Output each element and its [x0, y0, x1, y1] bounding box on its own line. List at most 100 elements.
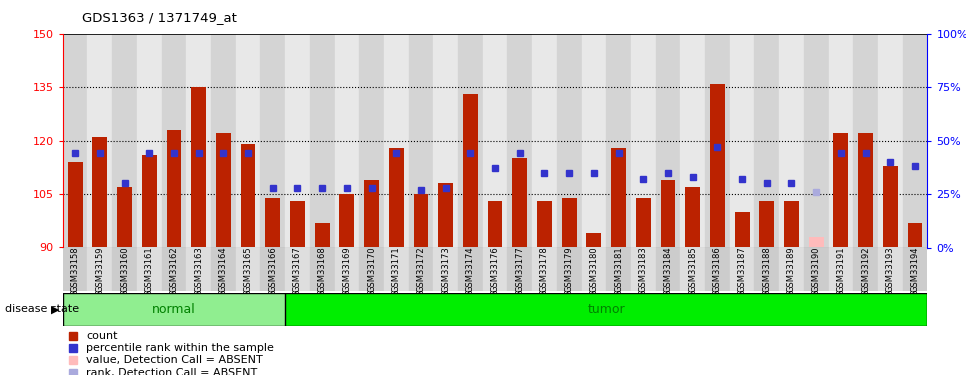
Bar	[582, 248, 607, 291]
Bar	[409, 248, 434, 291]
Bar	[562, 198, 577, 248]
Text: count: count	[86, 331, 118, 341]
Text: rank, Detection Call = ABSENT: rank, Detection Call = ABSENT	[86, 368, 258, 375]
Text: GSM33183: GSM33183	[639, 246, 648, 292]
Bar	[754, 34, 780, 248]
Bar	[532, 34, 556, 248]
Bar	[88, 34, 112, 248]
Text: GSM33180: GSM33180	[589, 246, 598, 292]
Bar	[285, 292, 927, 326]
Bar	[636, 198, 651, 248]
Bar	[384, 34, 409, 248]
Text: GSM33160: GSM33160	[120, 246, 129, 292]
Bar	[359, 34, 384, 248]
Bar	[878, 248, 902, 291]
Bar	[902, 34, 927, 248]
Text: GSM33184: GSM33184	[664, 246, 672, 292]
Text: GSM33166: GSM33166	[269, 246, 277, 292]
Text: GSM33161: GSM33161	[145, 246, 154, 292]
Bar	[186, 248, 211, 291]
Bar	[735, 212, 750, 248]
Bar	[389, 148, 404, 248]
Text: percentile rank within the sample: percentile rank within the sample	[86, 343, 274, 353]
Bar	[883, 165, 897, 248]
Bar	[434, 248, 458, 291]
Bar	[93, 137, 107, 248]
Bar	[878, 34, 902, 248]
Text: GSM33163: GSM33163	[194, 246, 203, 292]
Bar	[483, 248, 507, 291]
Bar	[166, 130, 182, 248]
Text: GSM33159: GSM33159	[96, 246, 104, 292]
Bar	[656, 248, 680, 291]
Bar	[285, 248, 310, 291]
Bar	[266, 198, 280, 248]
Bar	[685, 187, 700, 248]
Bar	[532, 248, 556, 291]
Bar	[507, 34, 532, 248]
Text: GSM33167: GSM33167	[293, 246, 302, 292]
Bar	[507, 248, 532, 291]
Bar	[117, 187, 132, 248]
Bar	[611, 148, 626, 248]
Bar	[759, 201, 774, 248]
Bar	[261, 248, 285, 291]
Bar	[556, 34, 582, 248]
Bar	[607, 248, 631, 291]
Bar	[290, 201, 305, 248]
Bar	[729, 248, 754, 291]
Bar	[236, 248, 261, 291]
Bar	[191, 87, 206, 248]
Text: GSM33162: GSM33162	[169, 246, 179, 292]
Bar	[359, 248, 384, 291]
Text: GSM33170: GSM33170	[367, 246, 376, 292]
Text: GSM33176: GSM33176	[491, 246, 499, 292]
Bar	[339, 194, 355, 248]
Text: GSM33187: GSM33187	[738, 246, 747, 292]
Text: GSM33188: GSM33188	[762, 246, 771, 292]
Bar	[112, 34, 137, 248]
Bar	[512, 158, 527, 248]
Bar	[137, 34, 161, 248]
Bar	[780, 248, 804, 291]
Bar	[680, 34, 705, 248]
Bar	[656, 34, 680, 248]
Text: GSM33164: GSM33164	[219, 246, 228, 292]
Bar	[582, 34, 607, 248]
Bar	[216, 134, 231, 248]
Bar	[142, 155, 156, 248]
Bar	[607, 34, 631, 248]
Text: GSM33185: GSM33185	[688, 246, 697, 292]
Bar	[586, 233, 601, 248]
Text: GDS1363 / 1371749_at: GDS1363 / 1371749_at	[82, 11, 237, 24]
Bar	[754, 248, 780, 291]
Bar	[384, 248, 409, 291]
Text: GSM33174: GSM33174	[466, 246, 475, 292]
Bar	[710, 84, 724, 248]
Bar	[236, 34, 261, 248]
Bar	[631, 248, 656, 291]
Bar	[804, 248, 829, 291]
Text: GSM33168: GSM33168	[318, 246, 327, 292]
Text: GSM33194: GSM33194	[911, 246, 920, 292]
Bar	[631, 34, 656, 248]
Bar	[186, 34, 211, 248]
Bar	[63, 292, 285, 326]
Bar	[804, 34, 829, 248]
Text: GSM33186: GSM33186	[713, 246, 722, 292]
Bar	[364, 180, 379, 248]
Text: GSM33165: GSM33165	[243, 246, 252, 292]
Bar	[63, 248, 88, 291]
Bar	[463, 94, 478, 248]
Text: GSM33172: GSM33172	[416, 246, 425, 292]
Bar	[63, 34, 88, 248]
Text: tumor: tumor	[587, 303, 625, 316]
Text: GSM33169: GSM33169	[342, 246, 352, 292]
Bar	[413, 194, 428, 248]
Bar	[161, 248, 186, 291]
Bar	[88, 248, 112, 291]
Bar	[705, 34, 729, 248]
Text: GSM33178: GSM33178	[540, 246, 549, 292]
Bar	[261, 34, 285, 248]
Bar	[211, 34, 236, 248]
